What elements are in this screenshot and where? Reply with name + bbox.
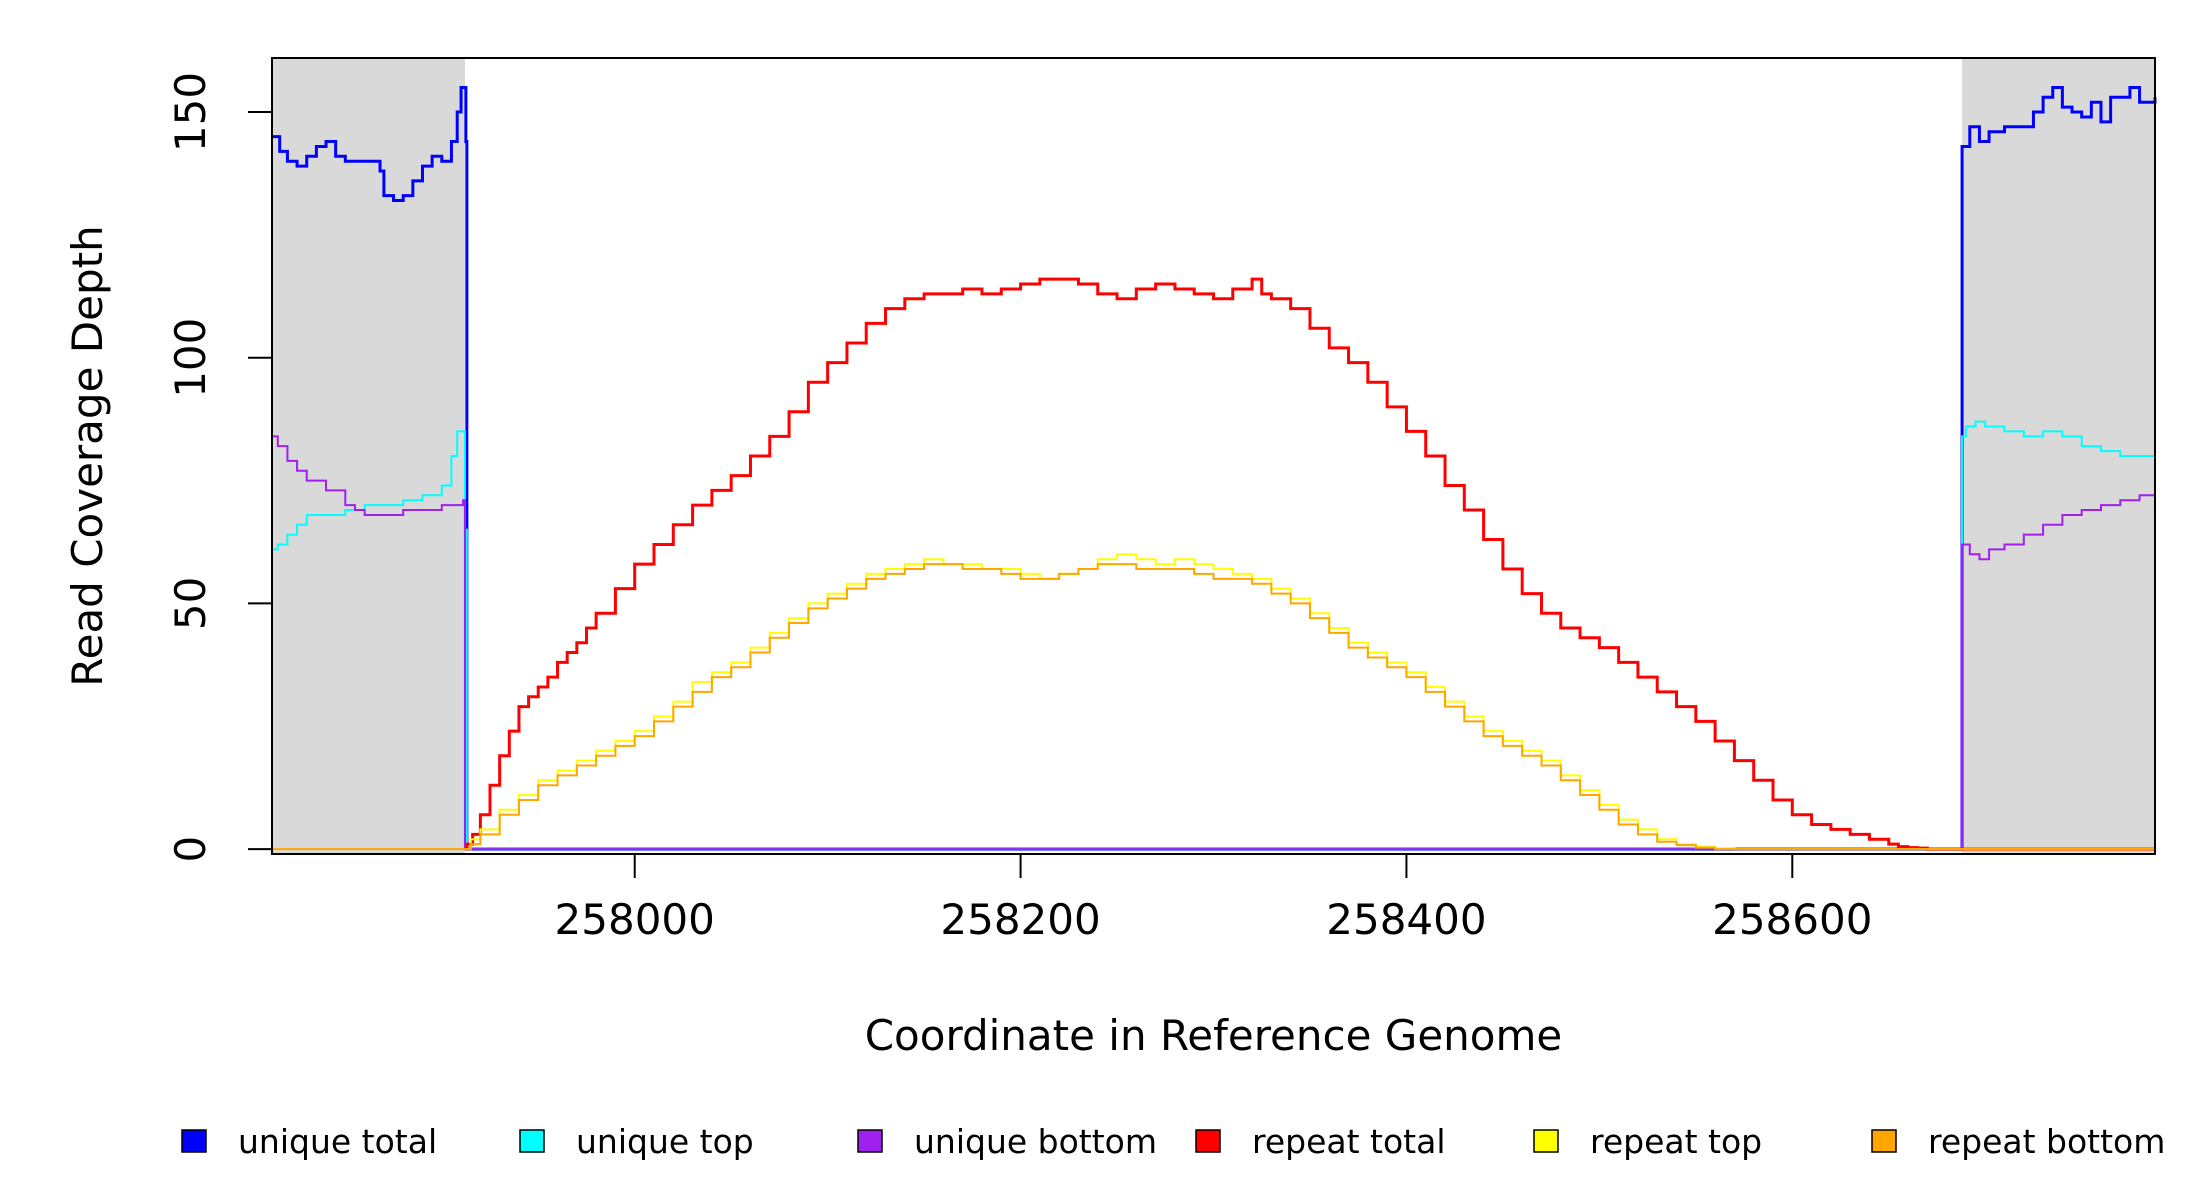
legend-label-repeat-top: repeat top bbox=[1590, 1122, 1762, 1161]
series-line-unique-bottom bbox=[272, 435, 2156, 851]
y-tick-label: 100 bbox=[166, 318, 215, 398]
legend-label-unique-top: unique top bbox=[576, 1122, 754, 1161]
series-line-repeat-total bbox=[464, 277, 2155, 851]
y-axis: 0 50 100 150 bbox=[166, 72, 273, 863]
x-tick-label: 258200 bbox=[940, 895, 1100, 944]
y-tick-label: 0 bbox=[166, 836, 215, 863]
shaded-region-1 bbox=[272, 58, 465, 854]
x-tick-label: 258400 bbox=[1326, 895, 1486, 944]
series-lines bbox=[272, 85, 2157, 851]
legend-label-unique-total: unique total bbox=[238, 1122, 437, 1161]
series-line-unique-total bbox=[272, 85, 2157, 851]
legend-swatch-unique-total bbox=[181, 1129, 207, 1153]
series-line-repeat-top bbox=[464, 553, 2155, 851]
legend-swatch-repeat-total bbox=[1195, 1129, 1221, 1153]
legend-label-repeat-total: repeat total bbox=[1252, 1122, 1446, 1161]
legend-swatch-repeat-top bbox=[1533, 1129, 1559, 1153]
x-axis: 258000 258200 258400 258600 bbox=[555, 853, 1872, 944]
y-tick-label: 50 bbox=[166, 577, 215, 630]
x-axis-title: Coordinate in Reference Genome bbox=[865, 1011, 1563, 1060]
y-tick-label: 150 bbox=[166, 72, 215, 152]
series-line-repeat-bottom bbox=[272, 563, 2155, 851]
x-tick-label: 258600 bbox=[1712, 895, 1872, 944]
shaded-regions bbox=[272, 58, 2155, 854]
legend-label-unique-bottom: unique bottom bbox=[914, 1122, 1157, 1161]
x-tick-label: 258000 bbox=[555, 895, 715, 944]
legend-label-repeat-bottom: repeat bottom bbox=[1928, 1122, 2165, 1161]
y-axis-title: Read Coverage Depth bbox=[63, 225, 112, 686]
legend-swatch-unique-top bbox=[519, 1129, 545, 1153]
legend-swatch-repeat-bottom bbox=[1871, 1129, 1897, 1153]
legend: unique total unique top unique bottom repea… bbox=[181, 1122, 2165, 1161]
legend-swatch-unique-bottom bbox=[857, 1129, 883, 1153]
plot-frame bbox=[271, 57, 2156, 855]
